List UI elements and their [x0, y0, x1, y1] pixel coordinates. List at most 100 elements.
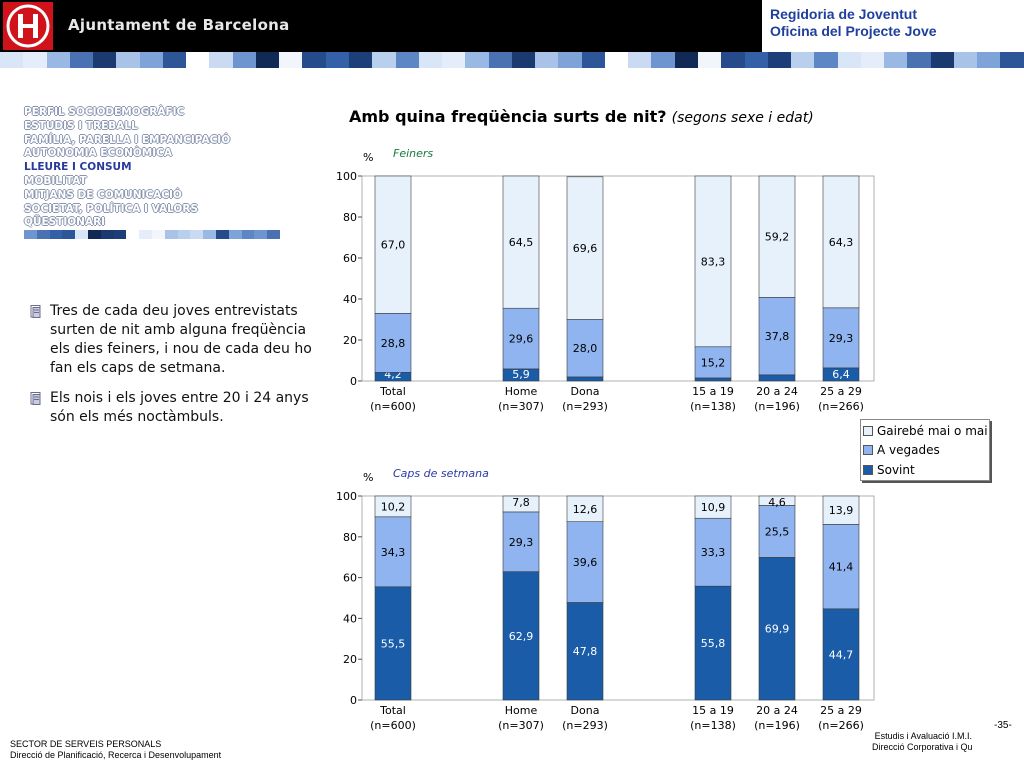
stripe-block — [75, 230, 88, 239]
data-label: 37,8 — [765, 330, 790, 343]
nav-item[interactable]: PERFIL SOCIODEMOGRÀFIC — [24, 106, 185, 118]
data-label: 10,2 — [381, 500, 406, 513]
bar-segment — [694, 377, 732, 382]
bar-segment — [502, 307, 540, 370]
data-label: 33,3 — [701, 546, 726, 559]
stripe-block — [581, 52, 605, 68]
x-tick-label: 25 a 29 — [820, 704, 862, 717]
stripe-block — [241, 230, 255, 239]
bar-segment — [694, 495, 732, 519]
nav-item[interactable]: MOBILITAT — [24, 174, 87, 187]
x-tick-sublabel: (n=266) — [818, 719, 864, 732]
y-tick-label: 0 — [350, 694, 357, 707]
data-label: 41,4 — [829, 561, 854, 574]
stripe-block — [190, 230, 204, 239]
stripe-block — [139, 230, 152, 239]
bar-segment — [822, 495, 860, 525]
stripe-block — [36, 230, 50, 239]
data-label: 59,2 — [765, 231, 790, 244]
bar-segment — [566, 176, 604, 320]
x-tick-label: 25 a 29 — [820, 385, 862, 398]
nav-item[interactable]: SOCIETAT, POLÍTICA I VALORS — [24, 202, 199, 215]
stripe-block — [100, 230, 114, 239]
data-label: 69,6 — [573, 242, 598, 255]
y-tick-label: 100 — [336, 170, 357, 183]
stripe-block — [814, 52, 838, 68]
data-label: 39,6 — [573, 556, 598, 569]
bar-segment — [758, 374, 796, 382]
stripe-block — [767, 52, 792, 68]
stripe-block — [279, 52, 303, 68]
stripe-block — [395, 52, 419, 68]
data-label: 47,8 — [573, 645, 598, 658]
plot-area — [361, 495, 875, 701]
department-title: Regidoria de Joventut Oficina del Projec… — [770, 6, 937, 40]
nav-item[interactable]: FAMÍLIA, PARELLA I EMPANCIPACIÓ — [24, 133, 231, 146]
data-label: 64,5 — [509, 236, 534, 249]
x-tick-sublabel: (n=600) — [370, 719, 416, 732]
data-label: 28,0 — [573, 342, 598, 355]
stripe-block — [744, 52, 768, 68]
stripe-block — [791, 52, 815, 68]
x-tick-label: Dona — [571, 704, 600, 717]
stripe-block — [302, 52, 326, 68]
x-tick-sublabel: (n=307) — [498, 400, 544, 413]
y-tick-label: 80 — [343, 211, 357, 224]
data-label: 6,4 — [832, 368, 850, 381]
stripe-block — [93, 52, 117, 68]
y-tick-label: 60 — [343, 252, 357, 265]
stripe-block — [442, 52, 466, 68]
data-label: 44,7 — [829, 648, 854, 661]
x-tick-sublabel: (n=293) — [562, 719, 608, 732]
stripe-block — [164, 230, 178, 239]
data-label: 55,8 — [701, 637, 726, 650]
stripe-block — [162, 52, 187, 68]
data-label: 12,6 — [573, 503, 598, 516]
y-tick-label: 0 — [350, 375, 357, 388]
bar-segment — [758, 175, 796, 298]
y-axis-unit: % — [363, 471, 373, 484]
y-tick-label: 40 — [343, 293, 357, 306]
bar-segment — [566, 319, 604, 378]
stripe-block — [558, 52, 582, 68]
stripe-block — [372, 52, 396, 68]
stripe-block — [203, 230, 216, 239]
nav-item[interactable]: MITJANS DE COMUNICACIÓ — [24, 188, 182, 201]
stripe-block — [721, 52, 745, 68]
legend: Gairebé mai o mai A vegades Sovint — [860, 419, 990, 481]
x-tick-label: 15 a 19 — [692, 385, 734, 398]
footer-left-line-1: SECTOR DE SERVEIS PERSONALS — [10, 739, 162, 749]
nav-item[interactable]: ESTUDIS I TREBALL — [24, 119, 138, 132]
nav-item[interactable]: LLEURE I CONSUM — [24, 161, 132, 174]
stripe-block — [69, 52, 94, 68]
data-label: 29,3 — [509, 536, 534, 549]
page-number: -35- — [994, 720, 1012, 731]
stripe-block — [23, 52, 47, 68]
bar-segment — [502, 495, 540, 513]
legend-label: Gairebé mai o mai — [877, 424, 988, 438]
footer-right: Estudis i Avaluació I.M.I. Direcció Corp… — [872, 731, 972, 755]
data-label: 28,8 — [381, 337, 406, 350]
header-stripe — [0, 52, 1024, 68]
stripe-block — [837, 52, 861, 68]
stripe-block — [49, 230, 63, 239]
legend-swatch — [863, 464, 873, 475]
bar-segment — [502, 571, 540, 701]
bar-segment — [822, 175, 860, 309]
stripe-block — [1000, 52, 1024, 68]
stripe-block — [465, 52, 489, 68]
y-tick-label: 20 — [343, 653, 357, 666]
nav-item[interactable]: AUTONOMIA ECONÒMICA — [24, 147, 172, 160]
legend-item-gairebe-mai: Gairebé mai o mai — [863, 422, 988, 440]
department-line-1: Regidoria de Joventut — [770, 6, 918, 22]
data-label: 13,9 — [829, 504, 854, 517]
data-label: 83,3 — [701, 255, 726, 268]
data-label: 67,0 — [381, 239, 406, 252]
stripe-block — [511, 52, 536, 68]
bar-segment — [822, 608, 860, 701]
data-label: 15,2 — [701, 356, 726, 369]
nav-item[interactable]: QÜESTIONARI — [24, 216, 106, 229]
stripe-block — [604, 52, 629, 68]
data-label: 34,3 — [381, 546, 406, 559]
x-tick-sublabel: (n=196) — [754, 400, 800, 413]
